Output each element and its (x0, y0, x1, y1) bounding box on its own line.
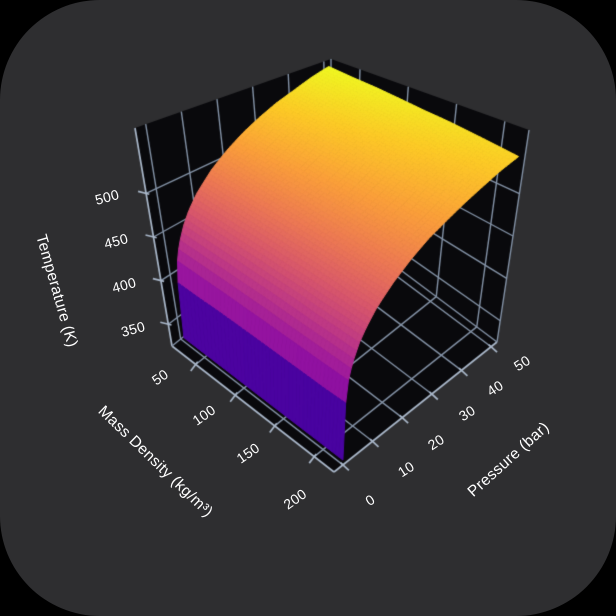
surface-plot-canvas[interactable] (0, 0, 616, 616)
app-window: Temperature (K) Mass Density (kg/m³) Pre… (0, 0, 616, 616)
